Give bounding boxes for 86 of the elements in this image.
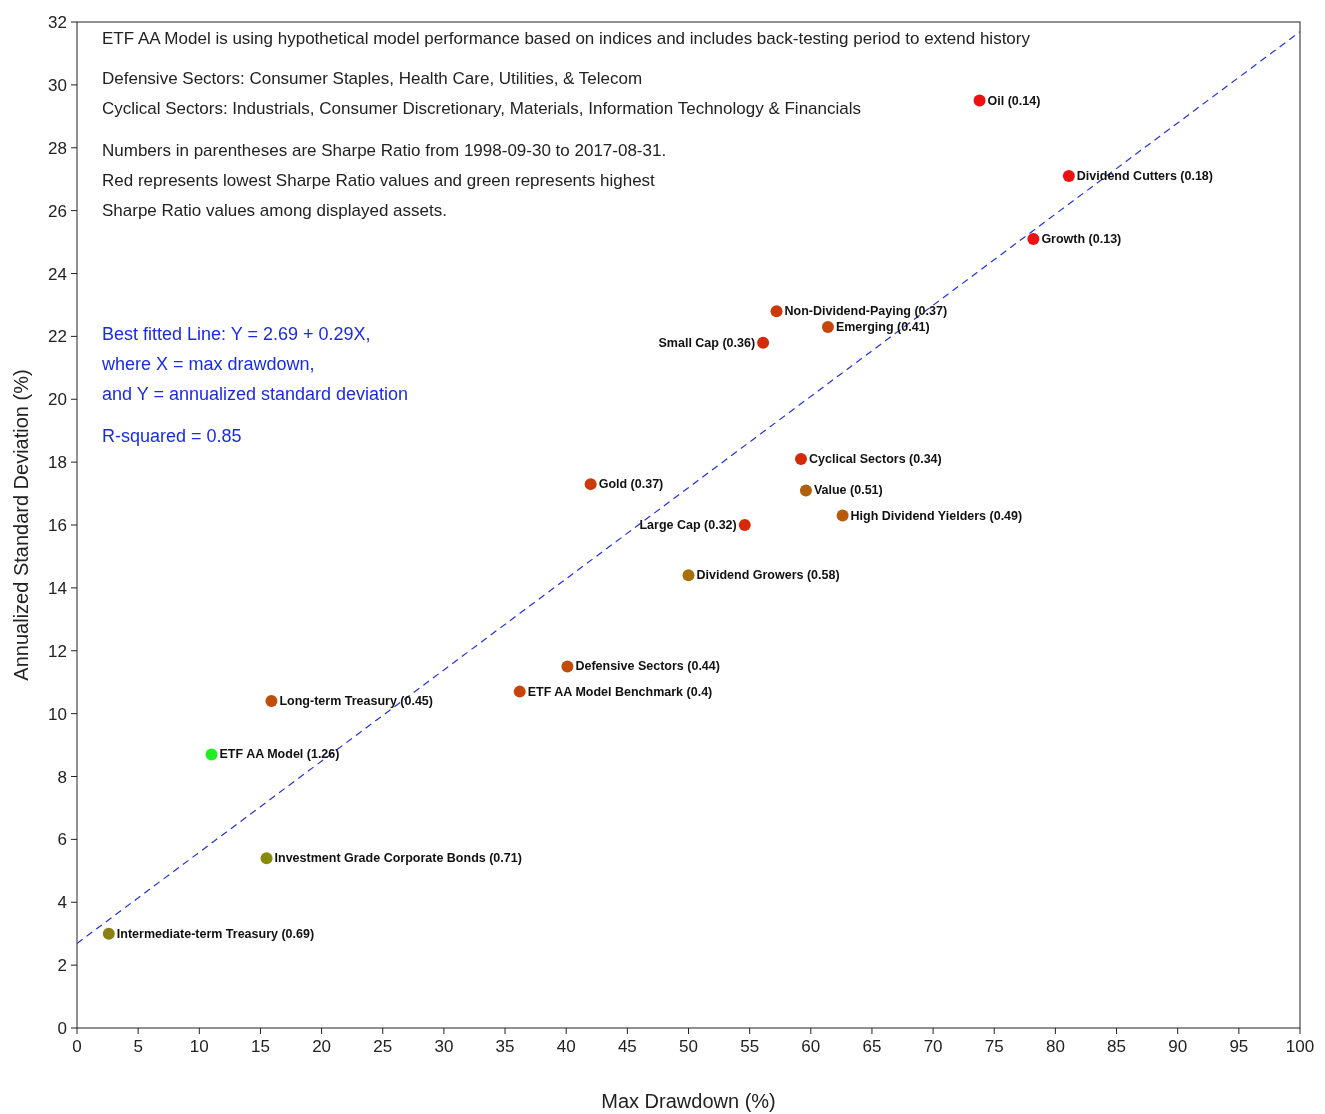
y-tick-label: 12 [48,641,67,661]
point [1062,170,1075,183]
x-tick-label: 75 [984,1037,1004,1056]
point [738,519,751,531]
point [821,320,834,333]
series-label: Cyclical Sectors (0.34) [809,451,942,466]
y-tick-label: 4 [57,893,67,913]
point [799,484,812,497]
point [770,305,783,318]
x-tick-label: 100 [1285,1037,1315,1056]
y-tick-label: 22 [48,327,67,347]
y-tick-label: 24 [48,264,67,284]
y-tick-label: 2 [57,956,67,976]
y-tick-label: 28 [48,138,67,158]
series-label: Gold (0.37) [598,477,664,492]
y-tick-label: 18 [48,453,67,473]
point [836,509,849,522]
annotation: Numbers in parentheses are Sharpe Ratio from 1998-09-30 to 2017-08-31. [102,141,667,160]
point [561,660,574,673]
y-tick-label: 0 [57,1019,67,1038]
x-tick-label: 0 [72,1037,82,1056]
x-tick-label: 90 [1168,1037,1188,1056]
series-label: Emerging (0.41) [835,319,930,334]
series-label: Non-Dividend-Paying (0.37) [784,304,948,319]
x-tick-label: 10 [189,1037,209,1056]
annotation: Defensive Sectors: Consumer Staples, Health Care, Utilities, & Telecom [102,69,643,88]
series-label: Small Cap (0.36) [658,335,756,350]
series-label: Large Cap (0.32) [639,518,737,532]
series-label: Oil (0.14) [987,93,1041,108]
point [102,927,115,940]
series-label: Investment Grade Corporate Bonds (0.71) [274,851,522,866]
annotation: R-squared = 0.85 [102,426,242,446]
series-label: High Dividend Yielders (0.49) [850,508,1023,523]
x-tick-label: 15 [250,1037,270,1056]
annotation: Sharpe Ratio values among displayed assets. [102,201,447,220]
x-tick-label: 85 [1107,1037,1127,1056]
x-tick-label: 50 [679,1037,698,1056]
series-label: ETF AA Model (1.26) [219,747,340,762]
x-tick-label: 40 [556,1037,576,1056]
point [205,748,218,761]
point [973,94,986,107]
point [682,569,695,582]
series-label: Dividend Growers (0.58) [696,568,840,583]
point [513,685,526,698]
y-tick-label: 16 [48,516,67,535]
x-tick-label: 30 [434,1037,454,1056]
series-label: ETF AA Model Benchmark (0.4) [527,684,713,699]
x-tick-label: 25 [373,1037,393,1056]
point [584,478,597,491]
x-tick-label: 20 [312,1037,332,1056]
annotation: Cyclical Sectors: Industrials, Consumer Discretionary, Materials, Information Technology & Financials [102,99,861,118]
point [795,452,808,465]
annotation: and Y = annualized standard deviation [102,384,409,404]
y-tick-label: 20 [48,390,67,410]
series-label: Growth (0.13) [1041,231,1122,246]
x-tick-label: 65 [862,1037,882,1056]
x-tick-label: 45 [617,1037,637,1056]
y-tick-label: 30 [48,75,67,95]
y-tick-label: 8 [57,767,67,787]
x-tick-label: 70 [923,1037,943,1056]
x-tick-label: 80 [1045,1037,1065,1056]
series-label: Intermediate-term Treasury (0.69) [116,926,315,941]
y-tick-label: 10 [48,704,67,724]
annotation: Best fitted Line: Y = 2.69 + 0.29X, [102,324,371,344]
series-label: Value (0.51) [813,483,883,498]
series-label: Dividend Cutters (0.18) [1076,169,1213,184]
y-tick-label: 26 [48,201,67,221]
point [260,852,273,865]
x-tick-label: 95 [1229,1037,1249,1056]
point [265,695,278,708]
series-label: Defensive Sectors (0.44) [575,659,720,674]
point [757,336,770,349]
y-axis-title: Annualized Standard Deviation (%) [10,369,32,681]
annotation: Red represents lowest Sharpe Ratio values and green represents highest [102,171,656,190]
point [1027,232,1040,245]
x-tick-label: 5 [133,1037,143,1056]
y-tick-label: 32 [48,13,67,32]
x-axis-title: Max Drawdown (%) [601,1090,776,1112]
annotation: where X = max drawdown, [101,354,315,374]
series-label: Long-term Treasury (0.45) [279,694,433,709]
x-tick-label: 35 [495,1037,515,1056]
x-tick-label: 55 [740,1037,760,1056]
y-tick-label: 6 [57,830,67,850]
annotation: ETF AA Model is using hypothetical model performance based on indices and includes back-testing period to extend history [102,29,1031,48]
y-tick-label: 14 [48,578,67,598]
x-tick-label: 60 [801,1037,821,1056]
